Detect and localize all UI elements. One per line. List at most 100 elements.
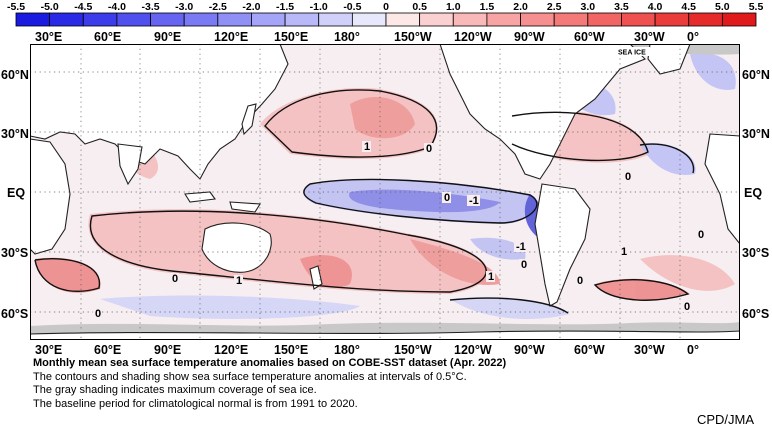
color-scale-box — [183, 12, 219, 27]
color-scale-ticks: -5.5 -5.0 -4.5 -4.0 -3.5 -3.0 -2.5 -2.0 -1.5 -1.0… — [7, 1, 763, 13]
antarctica-land — [30, 330, 740, 340]
contour-label: 0 — [95, 308, 101, 320]
color-scale-tick-label: 4.5 — [681, 1, 696, 13]
color-scale-box — [419, 12, 454, 27]
longitude-label: 60°E — [94, 343, 122, 357]
latitude-label: 60°S — [742, 307, 770, 321]
longitude-label: 30°W — [634, 30, 665, 44]
longitude-label: 150°W — [394, 30, 432, 44]
color-scale-tick-label: 1.0 — [446, 1, 461, 13]
color-scale-box — [251, 12, 286, 27]
color-scale-tick-label: -0.5 — [343, 1, 361, 13]
color-scale-tick-label: -3.0 — [175, 1, 193, 13]
color-scale-box — [553, 12, 589, 27]
longitude-label: 180° — [334, 30, 360, 44]
latitude-label: 30°N — [742, 127, 770, 141]
contour-label: 0 — [625, 171, 631, 183]
contour-label: 0 — [444, 192, 450, 204]
contour-label-bg — [575, 275, 584, 286]
longitude-labels-top: 30°E 60°E 90°E 120°E 150°E 180° 150°W 120°W 90°W… — [0, 30, 772, 44]
color-scale-box — [385, 12, 421, 27]
longitude-label: 120°E — [214, 30, 249, 44]
longitude-label: 0° — [687, 343, 699, 357]
south-america-land — [534, 183, 591, 307]
color-scale-tick-label: 5.0 — [715, 1, 730, 13]
greenland-land — [647, 44, 691, 75]
color-scale-box — [452, 12, 488, 27]
contour-label: 0 — [172, 273, 178, 285]
caption-line-1: The contours and shading show sea surfac… — [33, 370, 467, 383]
contour-label: 0 — [684, 301, 690, 313]
color-scale-tick-label: -2.5 — [209, 1, 227, 13]
caption-title: Monthly mean sea surface temperature ano… — [33, 357, 507, 369]
sea-ice-label-box — [616, 47, 650, 56]
eurasia-land — [30, 44, 289, 180]
contour-label-bg — [362, 141, 371, 152]
longitude-label: 120°E — [214, 343, 249, 357]
new-zealand-land — [309, 265, 323, 290]
longitude-label: 150°E — [274, 343, 309, 357]
cold-anomaly-shading — [100, 53, 736, 319]
map-caption: Monthly mean sea surface temperature ano… — [33, 357, 633, 411]
africa-land — [30, 138, 71, 255]
color-scale-box — [82, 12, 118, 27]
contour-label: 1 — [488, 271, 494, 283]
contour-label-bg — [514, 241, 527, 252]
contour-label: 0 — [426, 143, 432, 155]
color-scale-box — [721, 12, 757, 27]
caption-line-3: The baseline period for climatological n… — [33, 397, 358, 410]
longitude-label: 0° — [687, 30, 699, 44]
longitude-label: 90°E — [154, 343, 182, 357]
longitude-label: 150°E — [274, 30, 309, 44]
contour-labels: 0 0 0 1 1 0 -1 -1 0 1 1 0 0 0 0 — [93, 141, 705, 320]
latitude-label: 60°N — [1, 68, 29, 82]
sea-ice-label: SEA ICE — [618, 50, 646, 57]
indonesia-land — [184, 191, 216, 203]
color-scale-box — [15, 12, 51, 27]
contour-label-bg — [424, 143, 433, 154]
latitude-label: EQ — [7, 186, 26, 200]
contour-label-bg — [682, 301, 691, 312]
color-scale-box — [520, 12, 555, 27]
longitude-label: 30°E — [35, 343, 63, 357]
color-scale-box — [486, 12, 521, 27]
color-scale-tick-label: -4.0 — [108, 1, 126, 13]
credit-label: CPD/JMA — [696, 412, 754, 427]
longitude-label: 90°W — [514, 343, 545, 357]
caption-line-2: The gray shading indicates maximum cover… — [33, 384, 317, 396]
latitude-label: 30°N — [1, 127, 29, 141]
color-scale-tick-label: 3.5 — [614, 1, 629, 13]
contour-label: -1 — [516, 241, 526, 253]
color-scale-tick-label: -5.0 — [41, 1, 59, 13]
longitude-label: 30°E — [35, 30, 63, 44]
color-scale-tick-label: 5.5 — [749, 1, 764, 13]
color-scale-box — [587, 12, 622, 27]
color-scale-tick-label: 1.5 — [480, 1, 495, 13]
color-scale-tick-label: 0 — [383, 1, 389, 13]
contour-label: 0 — [698, 229, 704, 241]
longitude-label: 120°W — [454, 343, 492, 357]
contour-label: 1 — [236, 275, 242, 287]
color-scale-tick-label: 4.0 — [648, 1, 663, 13]
color-scale-box — [284, 12, 320, 27]
color-scale-bar: -5.5 -5.0 -4.5 -4.0 -3.5 -3.0 -2.5 -2.0 -1.5 -1.0… — [7, 1, 763, 27]
land-masses — [30, 44, 740, 340]
color-scale-tick-label: 0.5 — [412, 1, 427, 13]
color-scale-box — [116, 12, 151, 27]
contour-label: 1 — [621, 246, 627, 258]
color-scale-tick-label: -5.5 — [7, 1, 25, 13]
color-scale-box — [318, 12, 353, 27]
color-scale-tick-label: -3.5 — [141, 1, 159, 13]
latitude-label: 60°N — [742, 68, 770, 82]
longitude-label: 30°W — [634, 343, 665, 357]
longitude-label: 150°W — [394, 343, 432, 357]
color-scale-tick-label: -1.5 — [276, 1, 294, 13]
new-guinea-land — [229, 201, 261, 213]
contour-label-bg — [619, 246, 628, 257]
color-scale-box — [217, 12, 252, 27]
longitude-label: 60°E — [94, 30, 122, 44]
color-scale-box — [150, 12, 185, 27]
africa-east-land — [704, 133, 740, 245]
contour-label-bg — [467, 195, 480, 206]
color-scale-tick-label: -1.0 — [310, 1, 328, 13]
